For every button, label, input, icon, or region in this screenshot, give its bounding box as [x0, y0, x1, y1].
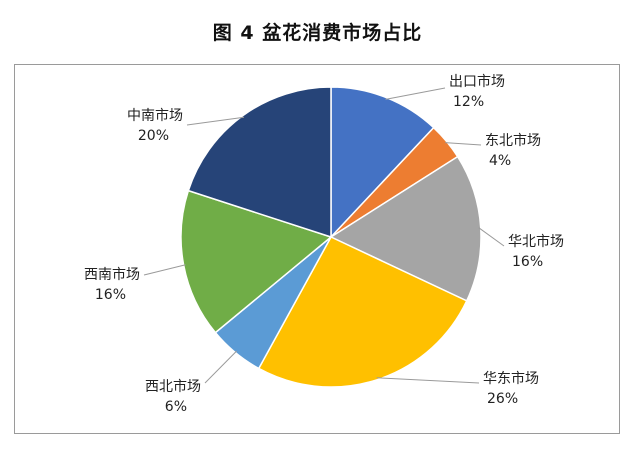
pie-slice-3: [329, 155, 482, 302]
slice-label-name-2: 东北市场: [485, 132, 541, 149]
slice-label-name-4: 华东市场: [483, 370, 539, 387]
slice-label-name-5: 西北市场: [145, 378, 201, 395]
pie-slice-1: [330, 86, 435, 239]
slice-label-percent-4: 26%: [487, 391, 518, 407]
leader-line-2: [445, 142, 482, 146]
leader-line-7: [186, 116, 245, 126]
leader-line-6: [143, 264, 186, 276]
leader-line-1: [385, 87, 446, 100]
leader-line-5: [204, 350, 238, 384]
leader-line-3: [478, 227, 505, 247]
pie-chart: 出口市场 12% 东北市场 4% 华北市场 16% 华东市场 26% 西北市场 6% 西南市场 16%…: [84, 73, 564, 415]
slice-label-percent-6: 16%: [95, 287, 126, 303]
pie-slice-7: [187, 86, 332, 239]
slice-label-name-3: 华北市场: [508, 233, 564, 250]
slice-label-name-6: 西南市场: [84, 266, 140, 283]
slice-label-name-7: 中南市场: [127, 107, 183, 124]
leader-line-4: [376, 377, 480, 384]
slice-label-percent-2: 4%: [489, 153, 511, 169]
slice-label-percent-7: 20%: [138, 128, 169, 144]
chart-title: 图 4 盆花消费市场占比: [212, 22, 423, 44]
slice-label-name-1: 出口市场: [449, 73, 505, 90]
chart-area: 出口市场 12% 东北市场 4% 华北市场 16% 华东市场 26% 西北市场 6% 西南市场 16%…: [14, 64, 620, 434]
slice-label-percent-1: 12%: [453, 94, 484, 110]
slice-label-percent-5: 6%: [165, 399, 187, 415]
slice-label-percent-3: 16%: [512, 254, 543, 270]
